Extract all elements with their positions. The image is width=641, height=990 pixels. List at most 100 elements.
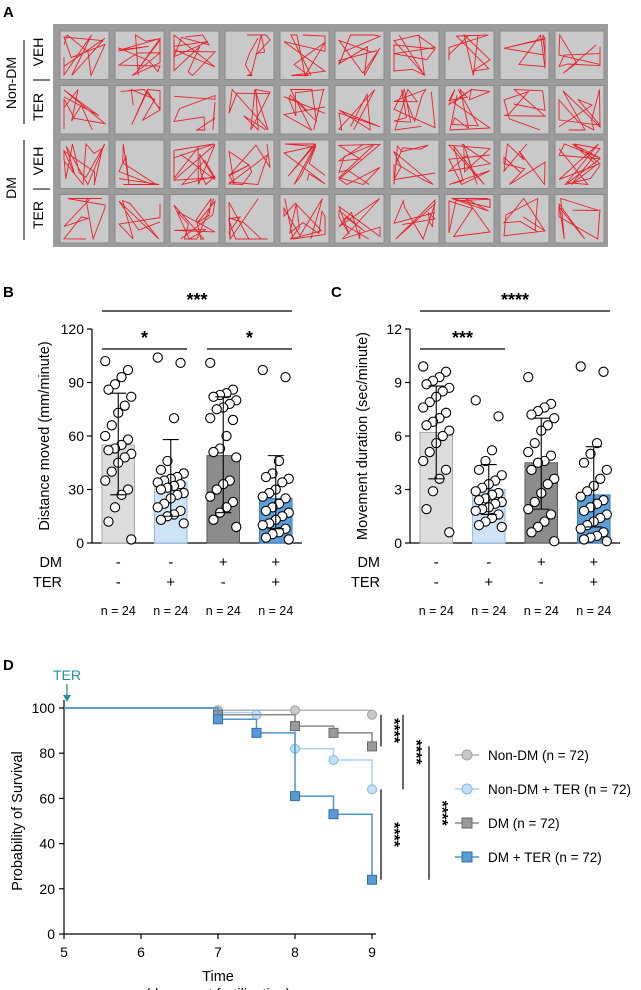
data-point bbox=[444, 527, 455, 538]
x-tick-label: 9 bbox=[368, 944, 376, 960]
well bbox=[444, 30, 495, 80]
significance-stars: **** bbox=[385, 822, 402, 848]
condition-value: - bbox=[486, 554, 491, 571]
data-point bbox=[260, 505, 272, 517]
survival-marker bbox=[213, 714, 223, 725]
sample-size-label: n = 24 bbox=[419, 604, 454, 618]
data-point bbox=[424, 396, 435, 408]
data-point bbox=[260, 471, 272, 483]
y-tick-label: 3 bbox=[394, 482, 402, 498]
y-tick-label: 80 bbox=[39, 745, 55, 761]
legend-marker bbox=[461, 817, 473, 829]
data-point bbox=[575, 491, 586, 502]
data-point bbox=[532, 521, 544, 533]
condition-label: TER bbox=[33, 575, 62, 591]
data-point bbox=[437, 430, 448, 442]
locomotion-track bbox=[173, 198, 216, 240]
sample-size-label: n = 24 bbox=[576, 604, 611, 618]
data-point bbox=[168, 413, 180, 424]
data-point bbox=[545, 450, 557, 461]
data-point bbox=[100, 475, 111, 486]
data-point bbox=[418, 361, 429, 372]
locomotion-track bbox=[172, 143, 216, 186]
well bbox=[59, 30, 110, 80]
condition-value: - bbox=[434, 554, 439, 571]
well bbox=[169, 85, 220, 135]
data-point bbox=[526, 464, 537, 476]
locomotion-track bbox=[558, 197, 601, 240]
locomotion-track bbox=[503, 143, 546, 186]
locomotion-track bbox=[63, 34, 106, 78]
data-point bbox=[418, 455, 429, 467]
data-point bbox=[221, 430, 232, 442]
data-point bbox=[496, 521, 507, 533]
condition-value: + bbox=[271, 554, 280, 571]
data-point bbox=[542, 420, 553, 431]
data-point bbox=[106, 420, 117, 431]
data-point bbox=[496, 470, 507, 481]
data-point bbox=[126, 391, 137, 402]
data-point bbox=[440, 464, 452, 476]
y-tick-label: 60 bbox=[68, 428, 84, 444]
locomotion-track bbox=[228, 88, 271, 132]
well bbox=[389, 30, 440, 80]
significance-stars: *** bbox=[452, 328, 473, 348]
data-point bbox=[103, 516, 114, 527]
survival-curve bbox=[64, 707, 373, 880]
data-point bbox=[103, 384, 114, 395]
data-point bbox=[155, 514, 167, 525]
locomotion-track bbox=[503, 88, 547, 131]
row-label-2: TER bbox=[30, 93, 46, 121]
y-tick-label: 30 bbox=[68, 482, 84, 498]
data-point bbox=[257, 364, 268, 376]
data-point bbox=[280, 493, 291, 504]
data-point bbox=[122, 484, 134, 495]
locomotion-track bbox=[448, 33, 491, 76]
data-point bbox=[208, 514, 219, 525]
data-point bbox=[523, 503, 534, 515]
survival-marker bbox=[290, 791, 300, 802]
y-tick-label: 0 bbox=[47, 926, 55, 942]
data-point bbox=[119, 452, 130, 463]
locomotion-track bbox=[227, 143, 271, 185]
y-tick-label: 120 bbox=[61, 321, 85, 337]
y-tick-label: 0 bbox=[394, 535, 402, 551]
data-point bbox=[424, 446, 435, 458]
well-grid bbox=[59, 30, 605, 244]
data-point bbox=[100, 430, 111, 442]
legend-marker bbox=[461, 783, 473, 795]
data-point bbox=[122, 364, 134, 376]
data-point bbox=[549, 413, 560, 424]
data-point bbox=[486, 445, 498, 456]
y-tick-label: 90 bbox=[68, 375, 84, 391]
x-axis-sublabel: (days post fertilization) bbox=[145, 987, 290, 990]
data-point bbox=[231, 521, 242, 533]
data-point bbox=[421, 379, 432, 390]
condition-value: + bbox=[537, 554, 546, 571]
x-tick-label: 6 bbox=[137, 944, 145, 960]
condition-value: - bbox=[116, 574, 121, 591]
data-point bbox=[260, 532, 272, 543]
sample-size-label: n = 24 bbox=[101, 604, 136, 618]
data-point bbox=[529, 437, 540, 449]
row-label-1: VEH bbox=[30, 38, 46, 67]
data-point bbox=[591, 437, 603, 449]
data-point bbox=[473, 520, 485, 531]
data-point bbox=[545, 509, 557, 520]
data-point bbox=[100, 355, 111, 367]
data-point bbox=[221, 502, 232, 513]
locomotion-track bbox=[283, 34, 327, 77]
locomotion-track bbox=[558, 33, 601, 74]
condition-value: - bbox=[539, 574, 544, 591]
significance-stars: **** bbox=[407, 740, 424, 766]
data-point bbox=[575, 361, 586, 372]
sample-size-label: n = 24 bbox=[258, 604, 293, 618]
data-point bbox=[427, 486, 439, 497]
y-tick-label: 9 bbox=[394, 375, 402, 391]
data-point bbox=[205, 413, 216, 424]
data-point bbox=[283, 534, 294, 545]
locomotion-track bbox=[393, 34, 437, 76]
locomotion-track bbox=[393, 198, 436, 241]
y-tick-label: 60 bbox=[39, 790, 55, 806]
locomotion-track bbox=[173, 94, 216, 131]
